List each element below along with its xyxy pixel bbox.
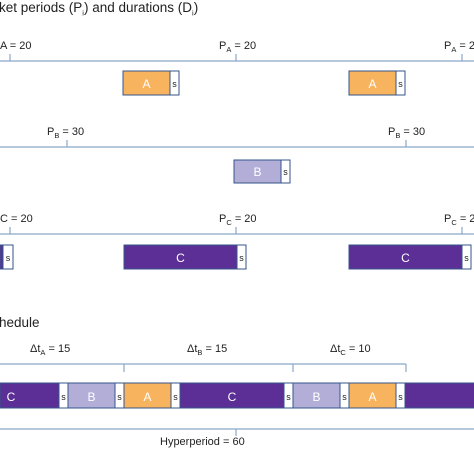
- slot-label: s: [286, 392, 291, 402]
- task-a-box: A s: [348, 70, 406, 96]
- schedule-block-label: C: [228, 390, 237, 404]
- task-a-label: A: [142, 77, 150, 91]
- schedule-block-label: C: [7, 390, 16, 404]
- row-c-period-label: PC = 20: [444, 213, 474, 228]
- schedule-block-label: B: [312, 390, 320, 404]
- task-c-box: C s: [123, 244, 247, 270]
- delta-label-a: ΔtA = 15: [30, 343, 71, 358]
- hyperperiod-line: [0, 428, 474, 436]
- slot-label: s: [6, 253, 11, 263]
- schedule-block-label: B: [87, 390, 95, 404]
- task-b-box: B s: [233, 159, 291, 184]
- schedule-delta-timeline: [0, 363, 407, 372]
- diagram-title: ket periods (Pi) and durations (Di): [0, 0, 199, 18]
- schedule-title: hedule: [0, 315, 40, 330]
- row-a-left-label: A = 20: [0, 40, 32, 52]
- slot-label: s: [173, 392, 178, 402]
- row-b-timeline: [0, 140, 474, 148]
- schedule-block-c: C s: [179, 382, 294, 409]
- row-c-left-label: C = 20: [0, 213, 33, 225]
- row-c-timeline: [0, 227, 474, 235]
- slot-label: s: [398, 392, 403, 402]
- slot-label: s: [61, 392, 66, 402]
- row-b-period-label: PB = 30: [388, 126, 426, 141]
- delta-label-b: ΔtB = 15: [187, 343, 228, 358]
- schedule-block-a: A s: [123, 382, 181, 409]
- row-b-period-label: PB = 30: [47, 126, 85, 141]
- schedule-block-b: B s: [292, 382, 350, 409]
- slot-label: s: [239, 253, 244, 263]
- schedule-block-label: A: [368, 390, 376, 404]
- task-a-label: A: [368, 77, 376, 91]
- slot-label: s: [283, 167, 288, 177]
- task-c-label: C: [401, 251, 410, 265]
- row-a-timeline: [0, 54, 474, 62]
- task-c-box: s: [0, 244, 14, 270]
- task-c-label: C: [176, 251, 185, 265]
- slot-label: s: [172, 79, 177, 89]
- task-c-box: C s: [348, 244, 472, 270]
- schedule-block-b: B s: [67, 382, 125, 409]
- row-a-period-label: PA = 20: [444, 40, 474, 55]
- slot-label: s: [464, 253, 469, 263]
- slot-label: s: [342, 392, 347, 402]
- task-b-label: B: [253, 165, 261, 179]
- delta-label-c: ΔtC = 10: [330, 343, 371, 358]
- row-c-period-label: PC = 20: [219, 213, 257, 228]
- slot-label: s: [117, 392, 122, 402]
- schedule-block-c: C s: [0, 382, 69, 409]
- task-a-box: A s: [122, 70, 180, 96]
- slot-label: s: [398, 79, 403, 89]
- schedule-block-c: [404, 382, 474, 409]
- schedule-block-a: A s: [348, 382, 406, 409]
- hyperperiod-label: Hyperperiod = 60: [160, 436, 245, 448]
- row-a-period-label: PA = 20: [219, 40, 257, 55]
- schedule-block-label: A: [143, 390, 151, 404]
